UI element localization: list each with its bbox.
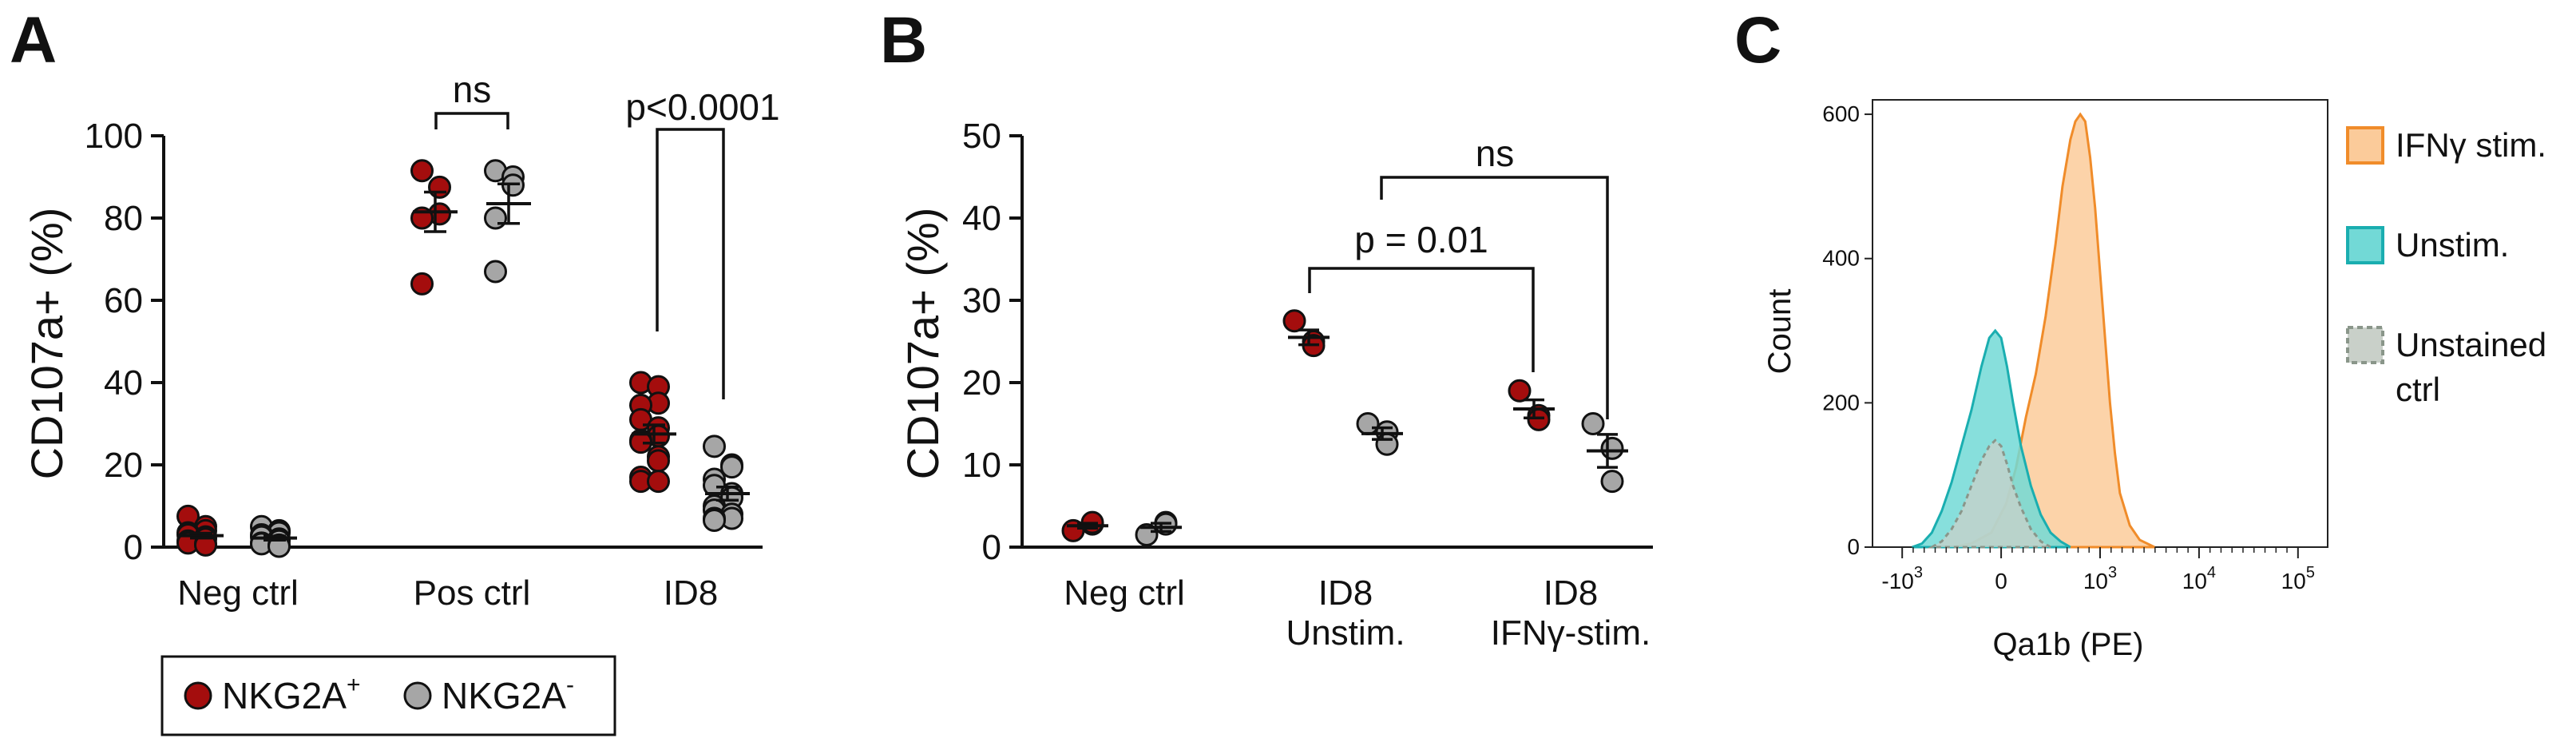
panel-b-bracket-ns xyxy=(1380,176,1609,419)
data-point xyxy=(410,159,434,183)
data-point xyxy=(428,175,451,199)
y-tick-label: 20 xyxy=(104,446,143,485)
data-point xyxy=(703,435,726,458)
histogram-curve xyxy=(1912,328,2071,549)
panel-b-axes: 0 10 20 30 40 50 xyxy=(962,117,1653,567)
data-point xyxy=(720,455,743,479)
panel-a-annotation-ns: ns xyxy=(453,69,492,110)
legend-swatch xyxy=(2346,126,2384,165)
data-point xyxy=(647,470,670,494)
y-tick-label: 400 xyxy=(1822,246,1860,271)
data-point xyxy=(1581,412,1605,435)
panel-a-annotation-p: p<0.0001 xyxy=(625,86,779,128)
y-tick-label: 600 xyxy=(1822,101,1860,126)
x-tick-label: -103 xyxy=(1881,564,1923,593)
panel-a-chart: CD107a+ (%) 0 20 40 60 80 100 Neg ctrl Pos ctr… xyxy=(22,69,780,736)
data-point xyxy=(1282,309,1306,333)
legend-label-nkg2a-neg: NKG2A- xyxy=(442,672,574,716)
legend-marker-nkg2a-pos xyxy=(184,681,212,710)
panel-a-axes: 0 20 40 60 80 100 xyxy=(85,117,763,567)
panel-a-category-labels: Neg ctrl Pos ctrl ID8 xyxy=(177,573,718,613)
panel-c-axes: 0 200 400 600 -103 0 103 104 105 xyxy=(1822,101,2315,593)
legend-frame xyxy=(161,655,616,736)
legend-swatch xyxy=(2346,326,2384,364)
histogram-curve xyxy=(1927,438,2051,549)
category-label: ID8 xyxy=(1318,573,1373,613)
panel-a-legend: NKG2A+ NKG2A- xyxy=(161,655,616,736)
y-tick-label: 30 xyxy=(962,281,1001,320)
y-tick-label: 40 xyxy=(104,363,143,403)
panel-label-c: C xyxy=(1734,4,1781,77)
x-tick-label: 103 xyxy=(2083,564,2117,593)
x-tick-label: 104 xyxy=(2182,564,2216,593)
panel-a-y-axis-label: CD107a+ (%) xyxy=(22,208,72,480)
y-tick-label: 200 xyxy=(1822,390,1860,415)
y-tick-label: 0 xyxy=(124,528,143,567)
data-point xyxy=(1600,470,1624,494)
y-tick-label: 0 xyxy=(982,528,1001,567)
data-point xyxy=(410,272,434,296)
data-point xyxy=(703,509,726,533)
x-tick-label: 105 xyxy=(2281,564,2315,593)
category-label: Unstim. xyxy=(1286,613,1405,653)
legend-label-nkg2a-pos: NKG2A+ xyxy=(222,672,360,716)
data-point xyxy=(1356,412,1380,435)
y-tick-label: 60 xyxy=(104,281,143,320)
data-point xyxy=(647,449,670,473)
y-tick-label: 10 xyxy=(962,446,1001,485)
panel-b-annotation-p: p = 0.01 xyxy=(1354,219,1488,260)
legend-label: Unstained xyxy=(2396,326,2546,363)
data-point xyxy=(484,206,507,230)
panel-b-annotation-ns: ns xyxy=(1476,133,1515,174)
panel-b-bracket-p xyxy=(1308,267,1535,372)
data-point xyxy=(1600,436,1624,460)
legend-marker-nkg2a-neg xyxy=(403,681,432,710)
data-point xyxy=(1508,379,1532,403)
category-label: ID8 xyxy=(664,573,718,613)
legend-swatch xyxy=(2346,226,2384,264)
panel-a-bracket-p xyxy=(656,128,725,399)
panel-b-annotations: p = 0.01 ns xyxy=(1308,133,1609,419)
y-tick-label: 40 xyxy=(962,199,1001,238)
data-point xyxy=(484,260,507,284)
panel-c-x-axis-label: Qa1b (PE) xyxy=(1993,627,2144,662)
panel-c-legend: IFNγ stim. Unstim. Unstained ctrl xyxy=(2346,126,2546,408)
panel-a-bracket-ns xyxy=(434,112,509,129)
category-label: Pos ctrl xyxy=(414,573,531,613)
y-tick-label: 80 xyxy=(104,199,143,238)
panel-a-mean-sem xyxy=(179,182,750,542)
data-point xyxy=(1527,407,1551,431)
legend-label: ctrl xyxy=(2396,371,2440,408)
y-tick-label: 20 xyxy=(962,363,1001,403)
category-label: Neg ctrl xyxy=(177,573,299,613)
y-tick-label: 50 xyxy=(962,117,1001,156)
x-tick-label: 0 xyxy=(1995,569,2007,593)
data-point xyxy=(1375,432,1399,456)
legend-label: Unstim. xyxy=(2396,226,2509,264)
panel-label-a: A xyxy=(10,4,57,77)
category-label: IFNγ-stim. xyxy=(1491,613,1651,653)
panel-b-y-axis-label: CD107a+ (%) xyxy=(898,208,948,480)
legend-label: IFNγ stim. xyxy=(2396,126,2546,164)
panel-c-histogram: Count Qa1b (PE) 0 200 400 600 -103 0 103 104 105… xyxy=(1762,99,2546,662)
data-point xyxy=(1135,523,1159,547)
y-tick-label: 100 xyxy=(85,117,143,156)
panel-a-annotations: ns p<0.0001 xyxy=(434,69,780,399)
panel-b-points xyxy=(1061,309,1624,547)
panel-c-histogram-curves xyxy=(1912,112,2155,549)
panel-b-mean-sem xyxy=(1067,328,1628,534)
category-label: ID8 xyxy=(1544,573,1598,613)
category-label: Neg ctrl xyxy=(1064,573,1185,613)
panel-label-b: B xyxy=(880,4,927,77)
panel-c-y-axis-label: Count xyxy=(1762,289,1797,375)
y-tick-label: 0 xyxy=(1847,534,1860,559)
